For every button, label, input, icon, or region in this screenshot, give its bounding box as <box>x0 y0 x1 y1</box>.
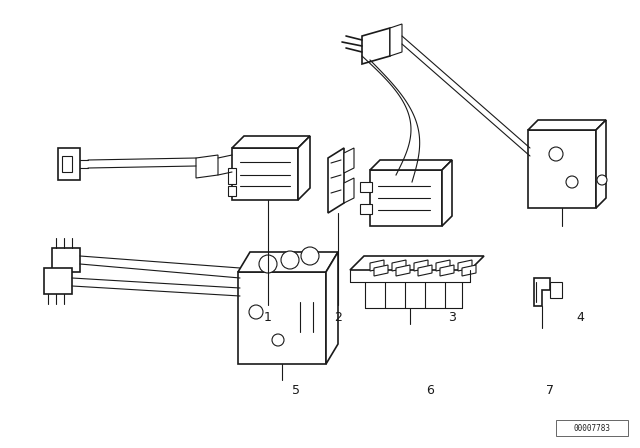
Polygon shape <box>458 260 472 271</box>
Polygon shape <box>370 260 384 271</box>
Text: 1: 1 <box>264 310 272 323</box>
Polygon shape <box>528 130 596 208</box>
Polygon shape <box>440 265 454 276</box>
Polygon shape <box>550 282 562 298</box>
Polygon shape <box>298 136 310 200</box>
Text: 7: 7 <box>546 383 554 396</box>
Polygon shape <box>462 265 476 276</box>
Text: 2: 2 <box>334 310 342 323</box>
Circle shape <box>566 176 578 188</box>
Circle shape <box>259 255 277 273</box>
Polygon shape <box>370 170 442 226</box>
Text: 3: 3 <box>448 310 456 323</box>
Polygon shape <box>232 148 298 200</box>
Bar <box>228 186 236 196</box>
Polygon shape <box>238 252 338 272</box>
Circle shape <box>301 247 319 265</box>
Polygon shape <box>390 24 402 56</box>
Polygon shape <box>596 120 606 208</box>
Polygon shape <box>528 120 606 130</box>
Circle shape <box>549 147 563 161</box>
Polygon shape <box>362 28 390 64</box>
Polygon shape <box>328 148 344 213</box>
Polygon shape <box>52 248 80 272</box>
Text: 6: 6 <box>426 383 434 396</box>
Polygon shape <box>418 265 432 276</box>
Polygon shape <box>326 252 338 364</box>
Polygon shape <box>232 136 310 148</box>
Polygon shape <box>238 272 326 364</box>
Polygon shape <box>396 265 410 276</box>
Polygon shape <box>344 178 354 203</box>
Polygon shape <box>436 260 450 271</box>
Polygon shape <box>350 256 484 270</box>
Polygon shape <box>58 148 80 180</box>
Polygon shape <box>414 260 428 271</box>
Polygon shape <box>392 260 406 271</box>
Polygon shape <box>344 148 354 173</box>
Bar <box>360 204 372 214</box>
Bar <box>62 156 72 172</box>
Circle shape <box>281 251 299 269</box>
Polygon shape <box>374 265 388 276</box>
Text: 00007783: 00007783 <box>573 423 611 432</box>
Polygon shape <box>196 155 218 178</box>
Polygon shape <box>442 160 452 226</box>
Bar <box>556 420 628 436</box>
Text: 5: 5 <box>292 383 300 396</box>
Bar <box>228 168 236 184</box>
Circle shape <box>272 334 284 346</box>
Circle shape <box>249 305 263 319</box>
Text: 4: 4 <box>576 310 584 323</box>
Polygon shape <box>44 268 72 294</box>
Polygon shape <box>370 160 452 170</box>
Bar <box>360 182 372 192</box>
Polygon shape <box>534 278 550 306</box>
Circle shape <box>597 175 607 185</box>
